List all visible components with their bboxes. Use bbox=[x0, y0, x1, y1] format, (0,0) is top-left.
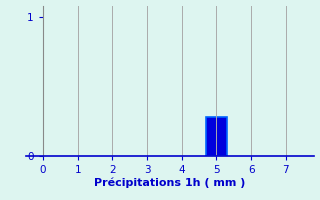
Bar bbox=[206, 117, 227, 156]
X-axis label: Précipitations 1h ( mm ): Précipitations 1h ( mm ) bbox=[94, 178, 245, 188]
